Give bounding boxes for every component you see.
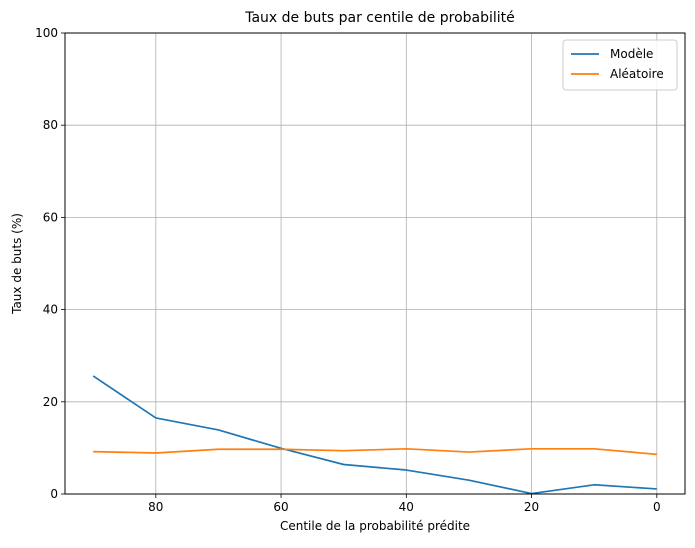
y-tick-label: 80	[43, 118, 58, 132]
legend-label-modele: Modèle	[610, 47, 653, 61]
x-axis: 80 60 40 20 0	[148, 494, 661, 514]
x-axis-label: Centile de la probabilité prédite	[280, 519, 470, 533]
legend-label-aleatoire: Aléatoire	[610, 67, 664, 81]
series-line-modele	[92, 375, 657, 495]
series-line-aleatoire	[93, 447, 657, 456]
y-tick-label: 40	[43, 303, 58, 317]
x-tick-label: 20	[524, 500, 539, 514]
y-tick-label: 60	[43, 210, 58, 224]
x-tick-label: 0	[653, 500, 661, 514]
x-tick-label: 80	[148, 500, 163, 514]
y-tick-label: 20	[43, 395, 58, 409]
x-tick-label: 60	[273, 500, 288, 514]
y-tick-label: 0	[50, 487, 58, 501]
x-tick-label: 40	[399, 500, 414, 514]
y-axis-label: Taux de buts (%)	[10, 213, 24, 315]
legend: Modèle Aléatoire	[562, 39, 678, 91]
y-tick-label: 100	[35, 26, 58, 40]
series-layer	[92, 375, 657, 495]
y-axis: 0 20 40 60 80 100	[35, 26, 65, 501]
chart-title: Taux de buts par centile de probabilité	[244, 10, 515, 26]
grid	[65, 32, 685, 495]
plot-frame	[64, 32, 686, 495]
legend-box	[562, 39, 678, 91]
